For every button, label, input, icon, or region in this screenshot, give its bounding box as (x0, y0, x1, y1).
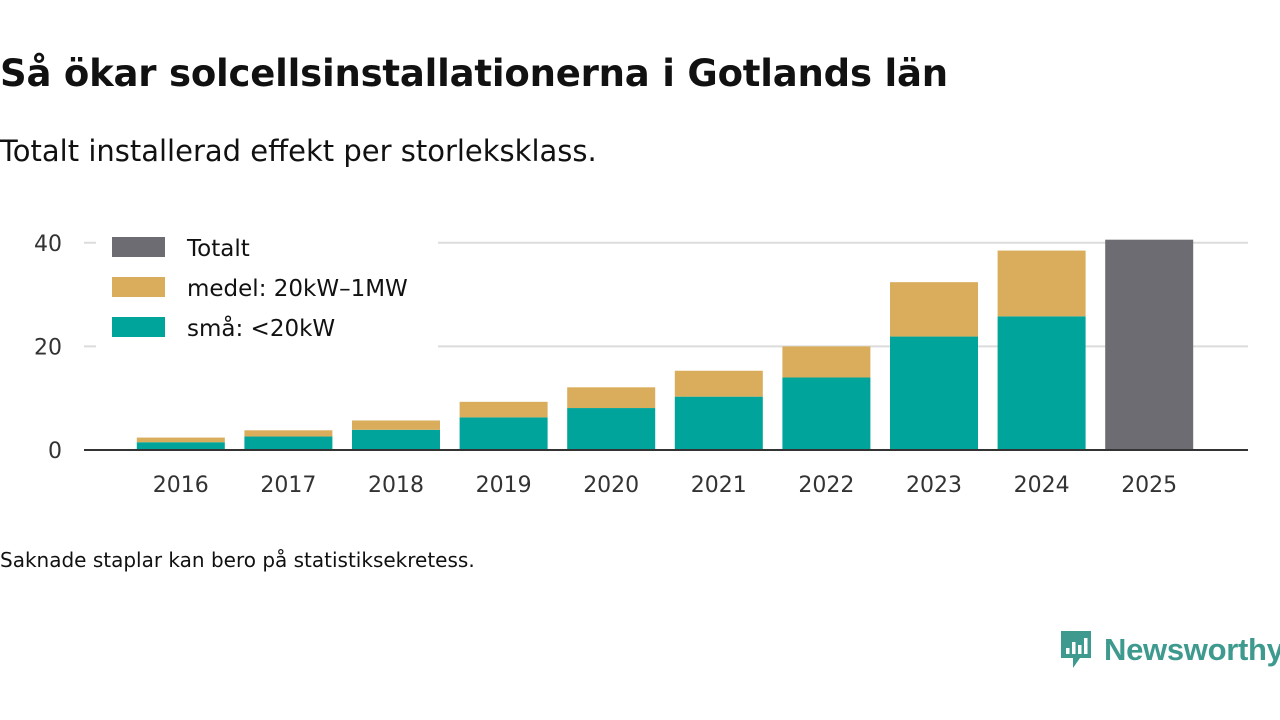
bar-2025-series-2 (1105, 239, 1194, 450)
bar-2018-series-1 (352, 420, 440, 430)
legend-swatch (112, 317, 165, 337)
brand-name: Newsworthy (1104, 632, 1280, 667)
y-tick-label: 0 (48, 439, 62, 464)
legend-swatch (112, 237, 165, 257)
bar-2021-series-1 (674, 370, 763, 397)
bar-2020-series-1 (567, 387, 656, 409)
x-tick-label: 2020 (583, 473, 639, 498)
x-tick-label: 2016 (153, 473, 209, 498)
legend-label: Totalt (186, 236, 250, 262)
bar-2017-series-0 (244, 436, 333, 450)
brand-logo: Newsworthy (1058, 628, 1280, 672)
x-tick-label: 2023 (906, 473, 962, 498)
bar-2023-series-0 (890, 336, 978, 450)
footnote: Saknade staplar kan bero på statistiksek… (0, 548, 475, 572)
y-tick-label: 40 (34, 232, 62, 257)
bar-2016-series-1 (136, 437, 225, 443)
x-tick-label: 2017 (260, 473, 316, 498)
legend-label: medel: 20kW–1MW (187, 276, 408, 302)
x-tick-label: 2021 (691, 473, 747, 498)
x-tick-label: 2025 (1121, 473, 1177, 498)
legend-label: små: <20kW (187, 314, 335, 342)
chart-subtitle: Totalt installerad effekt per storlekskl… (0, 134, 597, 168)
legend-swatch (112, 277, 165, 297)
bar-2016-series-0 (136, 442, 225, 450)
x-tick-label: 2018 (368, 473, 424, 498)
bar-2017-series-1 (244, 430, 333, 437)
y-tick-label: 20 (34, 335, 62, 360)
x-tick-label: 2019 (476, 473, 532, 498)
bar-2022-series-1 (782, 346, 871, 378)
x-tick-label: 2022 (798, 473, 854, 498)
newsworthy-logo-icon (1061, 631, 1091, 668)
bar-2024-series-1 (997, 250, 1086, 317)
bar-2019-series-0 (459, 417, 548, 450)
bar-2022-series-0 (782, 377, 871, 450)
bar-2023-series-1 (890, 282, 978, 337)
bar-2024-series-0 (997, 316, 1086, 450)
bar-2019-series-1 (459, 401, 548, 418)
x-tick-label: 2024 (1014, 473, 1070, 498)
chart-title: Så ökar solcellsinstallationerna i Gotla… (0, 52, 948, 95)
bar-2018-series-0 (352, 429, 440, 450)
bar-2021-series-0 (674, 396, 763, 450)
bar-2020-series-0 (567, 408, 656, 450)
